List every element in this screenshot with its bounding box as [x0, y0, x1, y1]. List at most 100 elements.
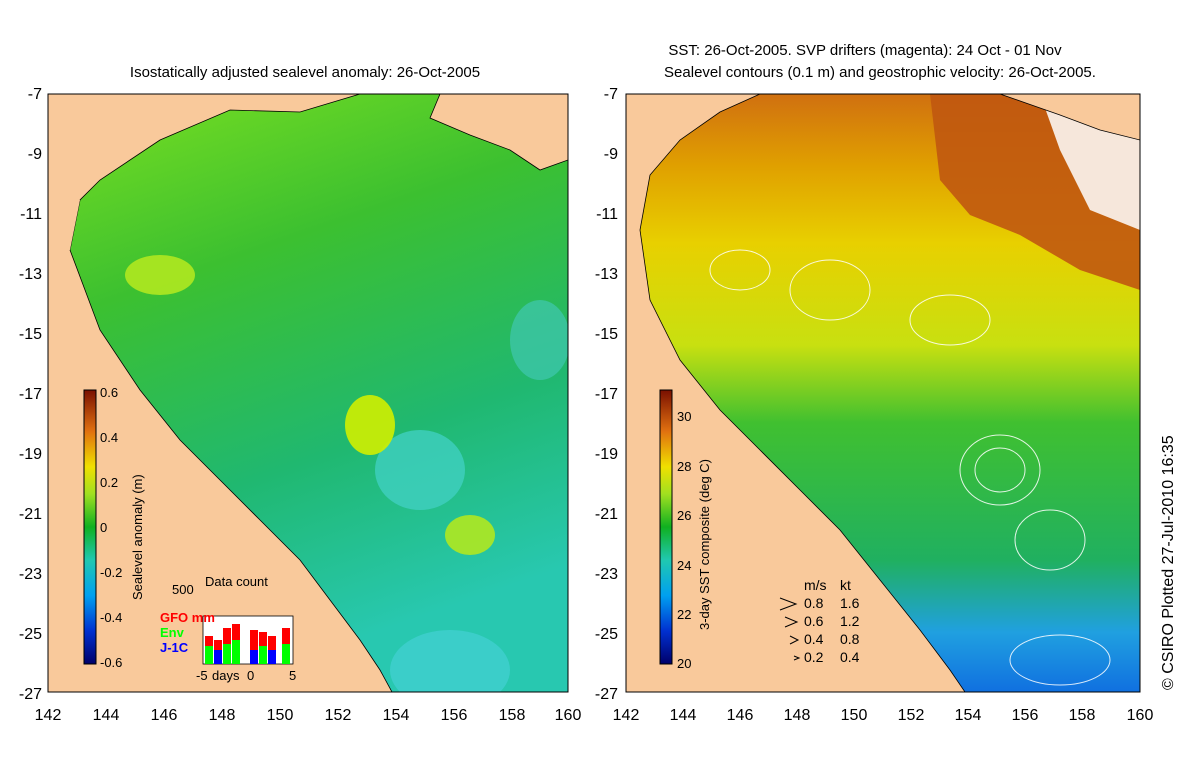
left-map-title: Isostatically adjusted sealevel anomaly:… — [129, 64, 481, 81]
data-count-bar — [282, 644, 290, 664]
left-lat-tick: -19 — [18, 446, 42, 463]
left-lat-tick: -21 — [18, 506, 42, 523]
right-cbar-tick: 22 — [677, 607, 691, 622]
velocity-legend-header-kt: kt — [840, 577, 851, 593]
right-lat-tick: -15 — [594, 326, 618, 343]
right-lat-tick: -23 — [594, 566, 618, 583]
data-count-bars — [205, 624, 290, 664]
data-count-xtick: 0 — [247, 668, 254, 683]
left-land-cape — [48, 190, 80, 250]
right-lat-tick: -21 — [594, 506, 618, 523]
data-count-inset: Data count 500 GFO mm Env J-1C -5 days 0 — [160, 574, 296, 683]
legend-env: Env — [160, 625, 185, 640]
velocity-legend-kt: 1.2 — [840, 613, 860, 629]
sealevel-contour — [789, 259, 871, 321]
left-eddy — [510, 300, 568, 380]
left-cbar-tick: 0.6 — [100, 385, 118, 400]
right-sst-map — [626, 94, 1140, 692]
right-lon-tick: 160 — [1126, 707, 1154, 724]
left-lon-tick: 150 — [266, 707, 294, 724]
left-land-australia — [48, 94, 393, 692]
right-lat-tick: -19 — [594, 446, 618, 463]
legend-j1c: J-1C — [160, 640, 189, 655]
left-lat-tick: -9 — [27, 146, 42, 163]
left-lon-tick: 156 — [440, 707, 468, 724]
data-count-bar — [205, 636, 213, 646]
sealevel-contour — [909, 294, 991, 346]
data-count-bar — [250, 630, 258, 650]
left-lon-tick: 146 — [150, 707, 178, 724]
data-count-xtick: -5 — [196, 668, 208, 683]
data-count-bar — [259, 632, 267, 646]
left-land-png — [429, 94, 568, 171]
left-lon-tick: 144 — [92, 707, 120, 724]
left-eddy — [445, 515, 495, 555]
data-count-bar — [223, 644, 231, 664]
left-colorbar-label: Sealevel anomaly (m) — [130, 474, 145, 600]
right-cbar-tick: 26 — [677, 508, 691, 523]
velocity-legend-ms: 0.4 — [804, 631, 824, 647]
left-lon-tick: 160 — [554, 707, 582, 724]
left-map-frame — [47, 93, 569, 693]
velocity-legend-kt: 1.6 — [840, 595, 860, 611]
right-lon-tick: 142 — [612, 707, 640, 724]
right-lon-tick: 144 — [669, 707, 697, 724]
right-cbar-tick: 28 — [677, 459, 691, 474]
right-map-frame — [625, 93, 1141, 693]
right-lon-tick: 152 — [897, 707, 925, 724]
left-lat-tick: -15 — [18, 326, 42, 343]
left-cbar-tick: -0.6 — [100, 655, 122, 670]
right-lon-tick: 150 — [840, 707, 868, 724]
data-count-bar — [268, 636, 276, 650]
right-lat-tick: -11 — [596, 206, 618, 223]
right-lon-tick: 154 — [954, 707, 982, 724]
sealevel-contour — [974, 447, 1026, 493]
data-count-bar — [250, 650, 258, 664]
right-cbar-tick: 24 — [677, 558, 691, 573]
left-sla-map — [48, 94, 568, 692]
data-count-bar — [214, 650, 222, 664]
data-count-bar — [232, 624, 240, 640]
sealevel-contour — [709, 249, 771, 291]
right-sealevel-contours — [709, 249, 1111, 686]
left-lat-tick: -11 — [20, 206, 42, 223]
left-lat-tick: -13 — [18, 266, 42, 283]
left-eddy — [375, 430, 465, 510]
data-count-bar — [232, 640, 240, 664]
velocity-legend-header-ms: m/s — [804, 577, 827, 593]
velocity-legend-ms: 0.6 — [804, 613, 824, 629]
data-count-title: Data count — [205, 574, 268, 589]
right-lon-tick: 148 — [783, 707, 811, 724]
right-lat-tick: -27 — [594, 686, 618, 703]
data-count-bar — [259, 646, 267, 664]
left-cbar-tick: 0 — [100, 520, 107, 535]
velocity-legend-ms: 0.2 — [804, 649, 824, 665]
velocity-legend-kt: 0.4 — [840, 649, 860, 665]
left-lon-tick: 142 — [34, 707, 62, 724]
right-lat-tick: -17 — [594, 386, 618, 403]
sealevel-contour — [1009, 634, 1111, 686]
right-lat-tick: -25 — [594, 626, 618, 643]
sealevel-contour — [959, 434, 1041, 506]
right-map-title-line2: Sealevel contours (0.1 m) and geostrophi… — [664, 64, 1096, 81]
velocity-arrow-icon — [779, 597, 798, 611]
velocity-arrow-icon — [784, 616, 799, 628]
left-lat-tick: -27 — [18, 686, 42, 703]
data-count-max-label: 500 — [172, 582, 194, 597]
data-count-bar — [268, 650, 276, 664]
velocity-arrow-icon — [793, 655, 801, 661]
left-lat-tick: -7 — [27, 86, 42, 103]
right-lat-tick: -7 — [603, 86, 618, 103]
left-lon-tick: 158 — [498, 707, 526, 724]
right-cbar-tick: 20 — [677, 656, 691, 671]
left-colorbar — [83, 389, 97, 665]
right-cbar-tick: 30 — [677, 409, 691, 424]
data-count-bar — [214, 640, 222, 650]
velocity-legend: m/s kt 0.8 1.6 0.6 1.2 0.4 0.8 0.2 0.4 — [779, 577, 860, 665]
left-lon-tick: 154 — [382, 707, 410, 724]
data-count-bar — [223, 628, 231, 644]
legend-gfo: GFO mm — [160, 610, 215, 625]
right-lat-tick: -9 — [603, 146, 618, 163]
right-land-png — [999, 94, 1140, 141]
